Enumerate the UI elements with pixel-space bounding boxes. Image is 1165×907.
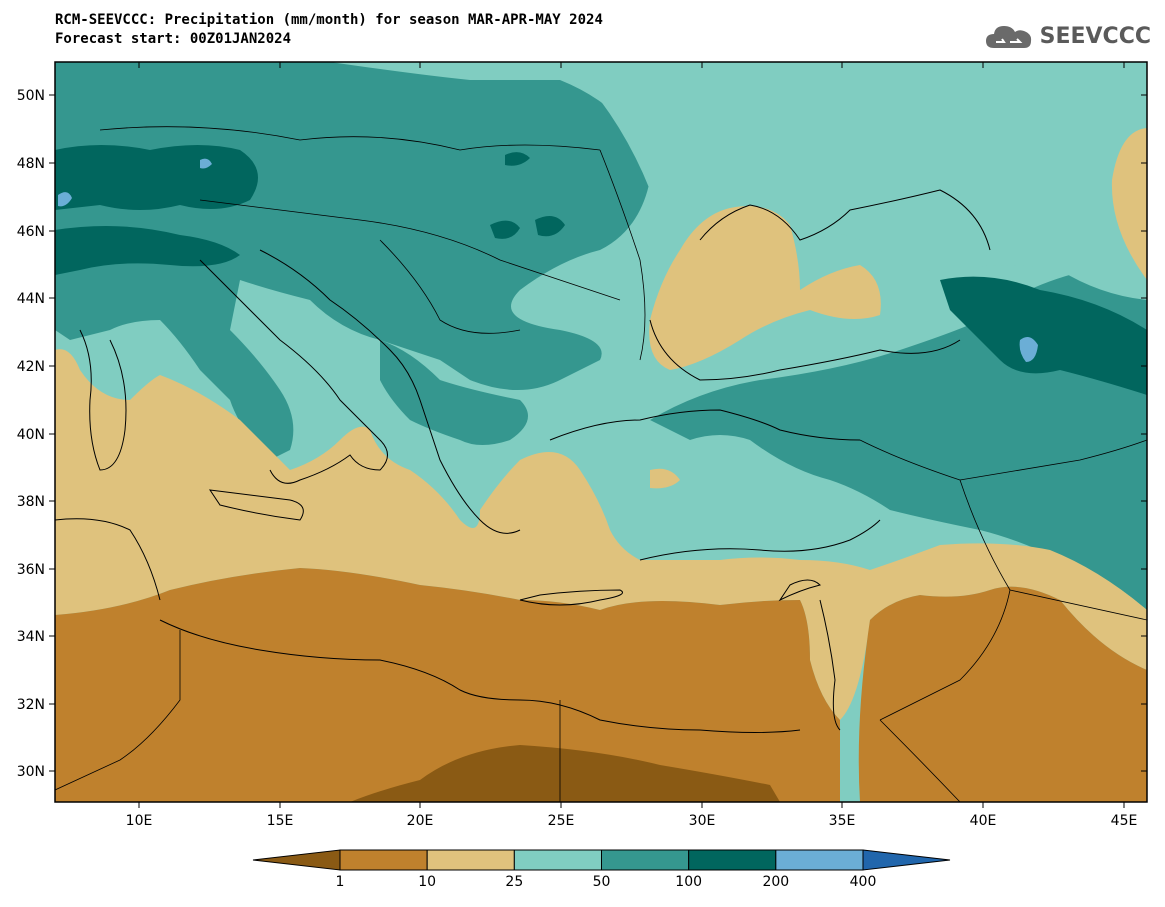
cloud-icon — [985, 26, 1031, 48]
colorbar-label: 200 — [762, 874, 789, 890]
lon-label: 35E — [829, 813, 856, 829]
lon-label: 15E — [267, 813, 294, 829]
colorbar-segment — [339, 849, 428, 871]
longitude-axis: 10E 15E 20E 25E 30E 35E 40E 45E — [126, 62, 1138, 829]
lat-label: 36N — [17, 562, 45, 578]
latitude-axis: 50N 48N 46N 44N 42N 40N 38N 36N 34N 32N 30N — [17, 88, 1147, 780]
lon-label: 20E — [407, 813, 434, 829]
colorbar-label: 400 — [850, 874, 877, 890]
lat-label: 40N — [17, 427, 45, 443]
lat-label: 48N — [17, 156, 45, 172]
lon-label: 10E — [126, 813, 153, 829]
colorbar-label: 25 — [505, 874, 523, 890]
lon-label: 30E — [689, 813, 716, 829]
lat-label: 32N — [17, 697, 45, 713]
lon-label: 40E — [970, 813, 997, 829]
colorbar-below-min — [252, 849, 341, 871]
colorbar-segment — [775, 849, 864, 871]
precipitation-field — [55, 62, 1147, 802]
region-10-25-turkey-south — [650, 468, 680, 489]
region-25-50-ukraine — [590, 62, 1147, 300]
lon-label: 25E — [548, 813, 575, 829]
lat-label: 42N — [17, 359, 45, 375]
lat-label: 34N — [17, 629, 45, 645]
colorbar-segment — [688, 849, 777, 871]
forecast-start: Forecast start: 00Z01JAN2024 — [55, 31, 292, 47]
lat-label: 50N — [17, 88, 45, 104]
map-title: RCM-SEEVCCC: Precipitation (mm/month) fo… — [55, 12, 603, 28]
lat-label: 38N — [17, 494, 45, 510]
colorbar-label: 1 — [336, 874, 345, 890]
logo-text: SEEVCCC — [1039, 23, 1151, 49]
colorbar-segment — [601, 849, 690, 871]
coastlines — [55, 189, 991, 733]
lat-label: 44N — [17, 291, 45, 307]
region-1-10-arabia — [858, 586, 1147, 802]
lon-label: 45E — [1111, 813, 1138, 829]
region-100-200-alps-south — [55, 226, 240, 275]
colorbar-above-max — [862, 849, 951, 871]
region-10-25-blacksea — [649, 206, 881, 370]
seevccc-logo: SEEVCCC — [984, 22, 1151, 50]
region-100-200-carpathians — [490, 152, 565, 239]
colorbar-label: 10 — [418, 874, 436, 890]
lat-label: 46N — [17, 224, 45, 240]
region-100-200-alps — [55, 145, 258, 210]
region-50-100-balkans — [380, 340, 528, 445]
colorbar: 1 10 25 50 100 200 400 — [252, 849, 951, 890]
region-10-25-mediterranean — [55, 349, 1147, 720]
region-10-25-caspian — [1111, 128, 1147, 280]
region-1-10-north-africa — [55, 568, 840, 802]
borders — [55, 126, 1147, 802]
lat-label: 30N — [17, 764, 45, 780]
colorbar-segment — [513, 849, 602, 871]
colorbar-segment — [426, 849, 515, 871]
map-frame — [54, 61, 1148, 803]
region-below-1-libya-egypt — [350, 745, 780, 802]
colorbar-label: 100 — [675, 874, 702, 890]
region-100-200-caucasus — [940, 276, 1147, 395]
colorbar-label: 50 — [593, 874, 611, 890]
